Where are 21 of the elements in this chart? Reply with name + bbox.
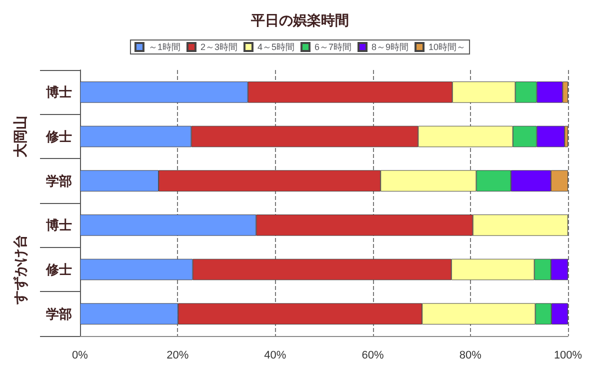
y-tick-label: 学部 — [46, 173, 72, 188]
text: すずかけ台 — [12, 234, 29, 306]
x-tick-label: 60% — [362, 350, 384, 362]
y-tick-label: 修士 — [45, 262, 72, 277]
y-tick-label: 学部 — [46, 306, 72, 322]
legend-label: 10時間～ — [428, 42, 466, 52]
x-tick-label: 100% — [554, 350, 582, 362]
legend-label: 4～5時間 — [257, 42, 294, 52]
legend-label: 6～7時間 — [314, 42, 352, 52]
x-tick-label: 20% — [166, 350, 189, 362]
x-tick-label: 40% — [264, 350, 286, 362]
legend-label: ～1時間 — [148, 42, 180, 52]
x-tick-label: 80% — [459, 350, 482, 362]
y-tick-label: 博士 — [45, 84, 72, 100]
chart-title: 平日の娯楽時間 — [250, 12, 349, 28]
text: 大岡山 — [12, 116, 28, 158]
y-tick-label: 修士 — [45, 129, 72, 144]
legend-label: 8～9時間 — [372, 42, 409, 52]
y-tick-label: 博士 — [45, 218, 72, 233]
legend-label: 2～3時間 — [200, 42, 238, 52]
x-tick-label: 0% — [72, 350, 88, 362]
